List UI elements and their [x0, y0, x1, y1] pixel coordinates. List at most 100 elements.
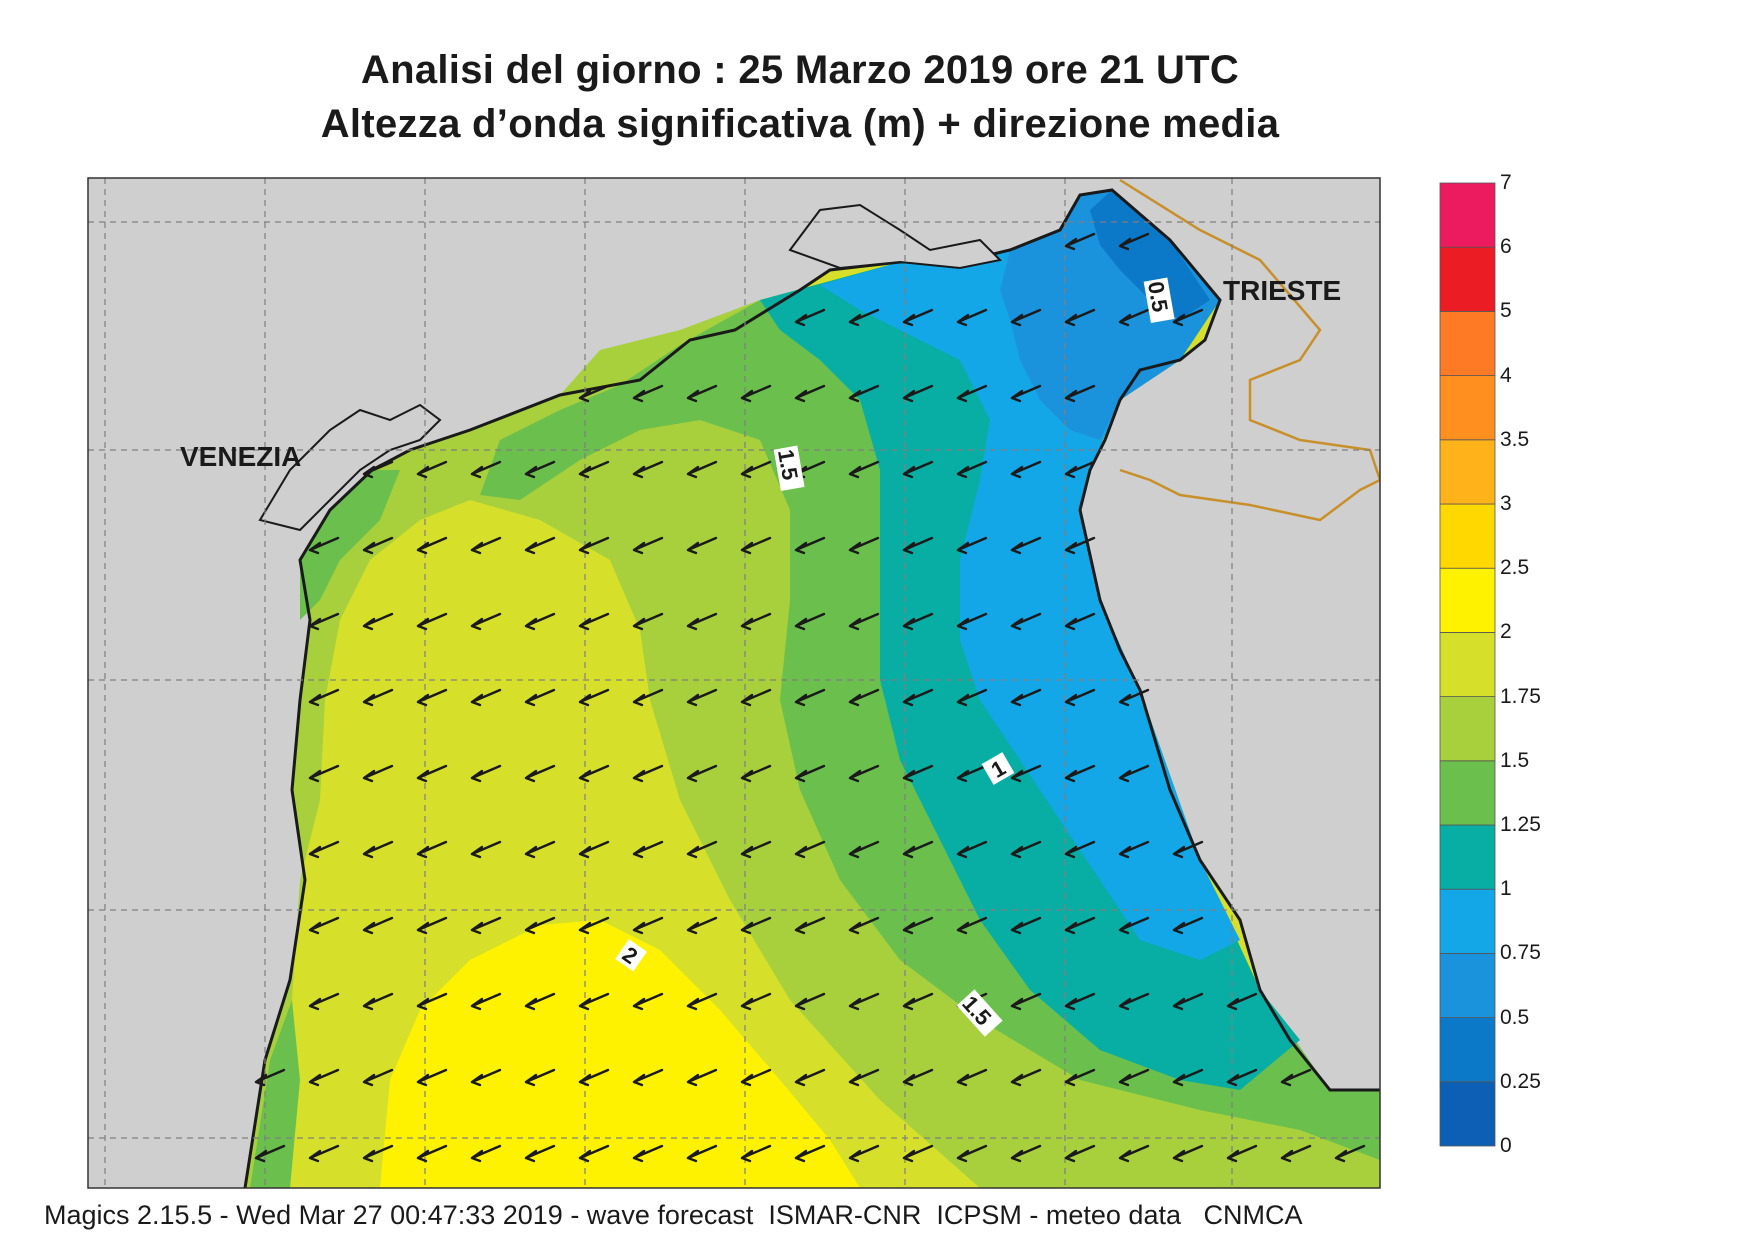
direction-arrow: [362, 916, 394, 935]
legend-tick-label: 6: [1500, 235, 1512, 259]
coastline: [243, 188, 1380, 1188]
direction-arrow: [524, 764, 556, 783]
direction-arrow: [578, 916, 610, 935]
direction-arrow: [578, 1068, 610, 1087]
direction-arrow: [308, 992, 340, 1011]
direction-arrow: [848, 1144, 880, 1163]
direction-arrow: [848, 764, 880, 783]
direction-arrow: [416, 992, 448, 1011]
legend-tick-label: 2: [1500, 620, 1512, 644]
direction-arrow: [1226, 1068, 1258, 1087]
direction-arrow: [470, 840, 502, 859]
direction-arrow: [308, 1068, 340, 1087]
direction-arrow: [956, 308, 988, 327]
direction-arrow: [1064, 840, 1096, 859]
direction-arrow: [1064, 916, 1096, 935]
direction-arrow: [524, 688, 556, 707]
direction-arrow: [578, 536, 610, 555]
direction-arrow: [902, 840, 934, 859]
direction-arrow: [956, 764, 988, 783]
direction-arrow: [1064, 612, 1096, 631]
footer-credits: Magics 2.15.5 - Wed Mar 27 00:47:33 2019…: [44, 1200, 1303, 1230]
direction-arrow: [686, 992, 718, 1011]
legend-swatch: [1439, 1081, 1496, 1147]
legend-tick-label: 1.75: [1500, 684, 1541, 708]
direction-arrow: [1118, 992, 1150, 1011]
direction-arrow: [740, 1144, 772, 1163]
legend-swatch: [1439, 503, 1496, 569]
national-border: [1119, 178, 1380, 522]
direction-arrow: [1280, 1144, 1312, 1163]
direction-arrow: [902, 384, 934, 403]
direction-arrow: [740, 688, 772, 707]
graticule: [88, 178, 1380, 1188]
direction-arrow: [1172, 308, 1204, 327]
direction-arrow: [524, 992, 556, 1011]
direction-arrow: [1172, 916, 1204, 935]
direction-arrow: [848, 612, 880, 631]
direction-arrow: [470, 992, 502, 1011]
legend-swatch: [1439, 696, 1496, 762]
direction-arrow: [1064, 688, 1096, 707]
direction-arrow: [1064, 536, 1096, 555]
direction-arrow: [254, 1068, 286, 1087]
direction-arrow: [794, 536, 826, 555]
direction-arrow: [1118, 1144, 1150, 1163]
direction-arrow: [1010, 992, 1042, 1011]
direction-arrow: [1010, 1144, 1042, 1163]
direction-arrow: [794, 688, 826, 707]
direction-arrow: [632, 612, 664, 631]
wave-direction-arrows: [254, 232, 1366, 1163]
direction-arrow: [308, 916, 340, 935]
direction-arrow: [686, 612, 718, 631]
direction-arrow: [956, 840, 988, 859]
map-area: [88, 178, 1380, 1188]
direction-arrow: [956, 916, 988, 935]
direction-arrow: [686, 1144, 718, 1163]
direction-arrow: [416, 840, 448, 859]
legend-colorbar: [1439, 182, 1496, 1147]
direction-arrow: [686, 916, 718, 935]
direction-arrow: [1010, 1068, 1042, 1087]
legend-swatch: [1439, 1017, 1496, 1083]
legend-swatch: [1439, 375, 1496, 441]
direction-arrow: [956, 536, 988, 555]
direction-arrow: [578, 1144, 610, 1163]
direction-arrow: [902, 916, 934, 935]
direction-arrow: [902, 688, 934, 707]
legend-tick-label: 1.25: [1500, 813, 1541, 836]
legend-tick-label: 3.5: [1500, 427, 1530, 451]
direction-arrow: [362, 840, 394, 859]
direction-arrow: [1064, 308, 1096, 327]
legend-swatch: [1439, 888, 1496, 954]
direction-arrow: [362, 764, 394, 783]
legend-swatch: [1439, 439, 1496, 505]
direction-arrow: [632, 916, 664, 935]
direction-arrow: [956, 688, 988, 707]
direction-arrow: [470, 460, 502, 479]
direction-arrow: [578, 460, 610, 479]
venice-lagoon: [258, 403, 442, 532]
direction-arrow: [416, 764, 448, 783]
direction-arrow: [902, 1068, 934, 1087]
contour-band-1.25-south: [250, 1000, 300, 1188]
direction-arrow: [1010, 688, 1042, 707]
direction-arrow: [470, 1068, 502, 1087]
direction-arrow: [362, 612, 394, 631]
direction-arrow: [362, 1068, 394, 1087]
direction-arrow: [632, 688, 664, 707]
direction-arrow: [578, 612, 610, 631]
direction-arrow: [1172, 1144, 1204, 1163]
legend-tick-label: 0: [1500, 1134, 1512, 1157]
direction-arrow: [1118, 916, 1150, 935]
direction-arrow: [1280, 1068, 1312, 1087]
direction-arrow: [1010, 384, 1042, 403]
direction-arrow: [686, 460, 718, 479]
direction-arrow: [1010, 308, 1042, 327]
legend-tick-label: 4: [1500, 363, 1512, 387]
direction-arrow: [848, 384, 880, 403]
direction-arrow: [254, 1144, 286, 1163]
direction-arrow: [794, 1068, 826, 1087]
legend-tick-label: 1: [1500, 877, 1512, 901]
